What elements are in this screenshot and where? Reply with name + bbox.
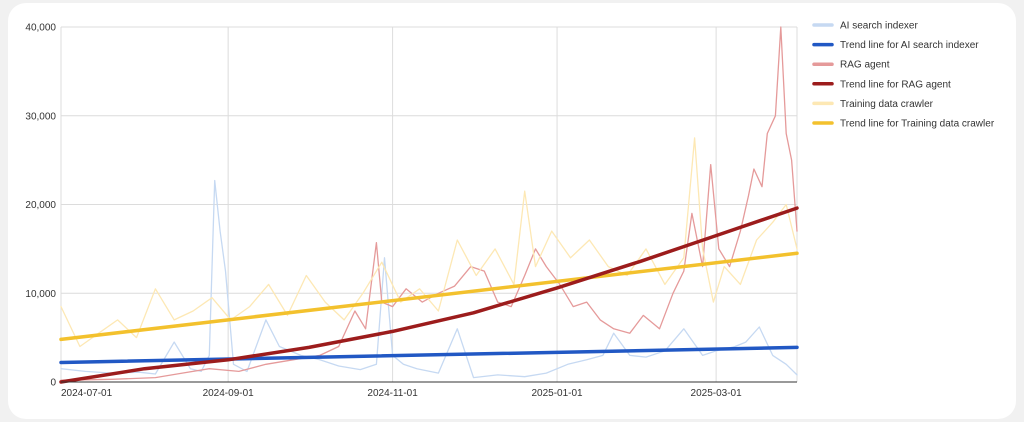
grid-lines (60, 26, 798, 382)
legend-item: Training data crawler (812, 99, 934, 110)
x-tick-label: 2025-03-01 (691, 388, 743, 399)
legend-label: AI search indexer (840, 21, 918, 32)
chart-card (8, 3, 1016, 419)
legend-label: RAG agent (840, 60, 890, 71)
series-trend-line-for-ai-search-indexer-line (59, 345, 799, 365)
legend-item: Trend line for AI search indexer (812, 40, 979, 51)
y-tick-label: 20,000 (25, 200, 56, 211)
series-training-data-crawler-line (60, 137, 798, 348)
x-tick-label: 2024-09-01 (203, 388, 255, 399)
series-lines (59, 26, 799, 384)
legend: AI search indexer Trend line for AI searc… (812, 21, 995, 130)
legend-item: Trend line for Training data crawler (812, 119, 995, 130)
series-trend-line-for-rag-agent-line (59, 206, 799, 384)
y-tick-label: 10,000 (25, 289, 56, 300)
legend-label: Trend line for RAG agent (840, 79, 951, 90)
legend-item: Trend line for RAG agent (812, 79, 951, 90)
x-axis-tick-labels: 2024-07-01 2024-09-01 2024-11-01 2025-01-01… (61, 388, 742, 399)
y-axis-tick-labels: 0 10,000 20,000 30,000 40,000 (25, 23, 56, 389)
legend-item: AI search indexer (812, 21, 918, 32)
x-tick-label: 2025-01-01 (531, 388, 583, 399)
series-rag-agent-line (60, 26, 798, 381)
y-tick-label: 30,000 (25, 111, 56, 122)
legend-item: RAG agent (812, 60, 890, 71)
legend-label: Trend line for AI search indexer (840, 40, 979, 51)
series-trend-line-for-training-data-crawler-line (59, 251, 799, 342)
x-tick-label: 2024-07-01 (61, 388, 113, 399)
x-tick-label: 2024-11-01 (367, 388, 418, 399)
y-tick-label: 40,000 (25, 23, 56, 34)
legend-label: Training data crawler (840, 99, 934, 110)
y-tick-label: 0 (50, 378, 56, 389)
legend-label: Trend line for Training data crawler (840, 119, 995, 130)
